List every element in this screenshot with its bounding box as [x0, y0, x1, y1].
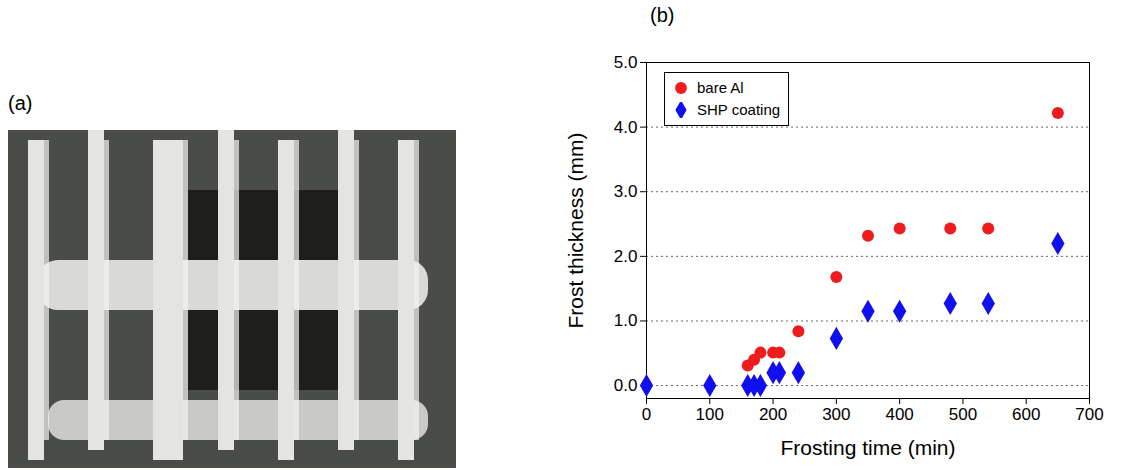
svg-text:Frosting time (min): Frosting time (min): [780, 436, 955, 459]
svg-text:300: 300: [822, 405, 850, 424]
svg-text:5.0: 5.0: [614, 53, 638, 72]
html-text:SHP coating: SHP coating: [697, 101, 781, 118]
svg-text:200: 200: [759, 405, 787, 424]
svg-text:2.0: 2.0: [614, 247, 638, 266]
svg-text:500: 500: [949, 405, 977, 424]
svg-text:600: 600: [1012, 405, 1040, 424]
html-text:(b): (b): [650, 4, 675, 26]
svg-text:4.0: 4.0: [614, 118, 638, 137]
svg-text:400: 400: [885, 405, 913, 424]
svg-text:3.0: 3.0: [614, 182, 638, 201]
svg-text:0: 0: [642, 405, 651, 424]
svg-text:0.0: 0.0: [614, 376, 638, 395]
html-text:bare Al: bare Al: [697, 79, 744, 96]
svg-text:700: 700: [1075, 405, 1103, 424]
html-text:(a): (a): [8, 92, 33, 114]
svg-text:Frost thickness (mm): Frost thickness (mm): [564, 132, 587, 328]
svg-text:1.0: 1.0: [614, 311, 638, 330]
svg-text:100: 100: [696, 405, 724, 424]
